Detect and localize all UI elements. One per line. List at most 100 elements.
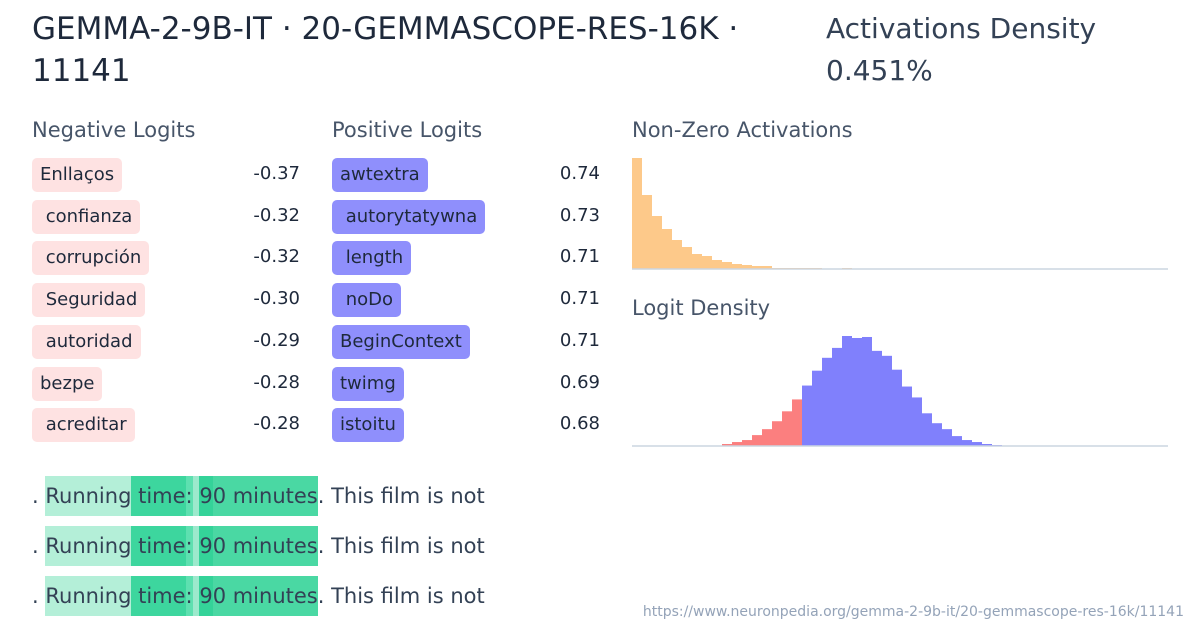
histogram-bar <box>922 413 932 446</box>
histogram-bar <box>892 369 902 446</box>
histogram-bar <box>772 421 782 446</box>
histogram-bar <box>652 216 662 269</box>
activations-histogram <box>632 158 1168 270</box>
example-token: . This film is not <box>317 534 485 558</box>
negative-logit-row: Enllaços <box>32 158 123 192</box>
example-token: 0 minutes <box>212 476 318 516</box>
token-chip: twimg <box>332 366 404 401</box>
token-chip: awtextra <box>332 158 428 192</box>
histogram-bar <box>762 266 772 269</box>
histogram-bar <box>782 411 792 446</box>
histogram-bar <box>842 336 852 446</box>
logit-value: -0.28 <box>253 413 300 435</box>
histogram-bar <box>632 158 642 269</box>
positive-logit-row: noDo <box>332 283 402 318</box>
logit-value: -0.37 <box>253 163 300 184</box>
logit-value: -0.28 <box>253 371 300 393</box>
logit-density-heading: Logit Density <box>632 296 771 320</box>
histogram-bar <box>972 442 982 446</box>
footer-url[interactable]: https://www.neuronpedia.org/gemma-2-9b-i… <box>642 604 1184 620</box>
logit-value: 0.73 <box>559 204 600 226</box>
positive-logit-row: twimg <box>332 366 404 401</box>
example-token: 9 <box>199 526 213 566</box>
example-token <box>192 576 200 616</box>
histogram-bar <box>872 350 882 446</box>
histogram-bar <box>672 240 682 269</box>
example-token: Running <box>45 476 132 516</box>
histogram-bar <box>952 436 962 446</box>
positive-logit-row: awtextra <box>332 158 428 192</box>
token-chip: corrupción <box>32 241 150 276</box>
logit-value: -0.32 <box>253 246 300 268</box>
histogram-bar <box>912 397 922 446</box>
token-chip: Seguridad <box>32 283 146 318</box>
histogram-bar <box>742 440 752 446</box>
logit-value: 0.71 <box>559 246 600 268</box>
example-token: : <box>185 576 193 616</box>
density-label: Activations Density <box>826 12 1097 45</box>
histogram-bar <box>692 254 702 269</box>
histogram-bar <box>732 442 742 446</box>
histogram-bar <box>982 444 992 446</box>
logit-value: 0.71 <box>559 288 600 310</box>
example-token: Running <box>45 526 132 566</box>
histogram-bar <box>812 370 822 446</box>
negative-logit-row: autoridad <box>32 324 141 359</box>
example-token: . <box>32 484 46 508</box>
histogram-bar <box>682 247 692 269</box>
logit-value: 0.68 <box>559 413 600 435</box>
histogram-bar <box>962 440 972 446</box>
histogram-bar <box>942 429 952 446</box>
histogram-bar <box>722 262 732 269</box>
logit-value: -0.32 <box>253 204 300 226</box>
activations-heading: Non-Zero Activations <box>632 118 853 142</box>
negative-logit-row: confianza <box>32 199 141 234</box>
example-token: . This film is not <box>317 584 485 608</box>
negative-logit-row: acreditar <box>32 408 135 443</box>
histogram-bar <box>882 355 892 446</box>
example-token: 9 <box>199 576 213 616</box>
negative-logits-heading: Negative Logits <box>32 118 196 142</box>
histogram-bar <box>762 429 772 446</box>
histogram-bar <box>722 444 732 446</box>
positive-logits-heading: Positive Logits <box>332 118 483 142</box>
positive-logit-row: length <box>332 241 412 276</box>
histogram-bar <box>712 260 722 269</box>
example-token: : <box>185 526 193 566</box>
logit-value: 0.69 <box>559 371 600 393</box>
logit-density-histogram <box>632 336 1168 447</box>
example-token: time <box>131 476 186 516</box>
example-token: 9 <box>199 476 213 516</box>
example-token: . This film is not <box>317 484 485 508</box>
token-chip: acreditar <box>32 408 135 443</box>
example-token: . <box>32 584 46 608</box>
histogram-bar <box>752 266 762 269</box>
histogram-bar <box>662 229 672 269</box>
example-token: 0 minutes <box>212 576 318 616</box>
histogram-bar <box>822 357 832 446</box>
histogram-bar <box>642 195 652 269</box>
example-token <box>192 526 200 566</box>
logit-value: -0.29 <box>253 329 300 351</box>
negative-logit-row: bezpe <box>32 366 103 401</box>
example-token: 0 minutes <box>212 526 318 566</box>
example-token: . <box>32 534 46 558</box>
page-title: GEMMA-2-9B-IT · 20-GEMMASCOPE-RES-16K · … <box>32 11 739 89</box>
histogram-bar <box>932 423 942 446</box>
histogram-bar <box>742 265 752 269</box>
histogram-bar <box>852 337 862 446</box>
token-chip: BeginContext <box>332 324 470 359</box>
histogram-bar <box>802 385 812 446</box>
density-value: 0.451% <box>826 54 933 87</box>
example-token: : <box>185 476 193 516</box>
token-chip: length <box>332 241 412 276</box>
token-chip: noDo <box>332 283 402 318</box>
positive-logit-row: autorytatywna <box>332 199 486 234</box>
positive-logit-row: istoitu <box>332 408 404 443</box>
token-chip: bezpe <box>32 366 103 401</box>
token-chip: Enllaços <box>32 158 123 192</box>
histogram-bar <box>792 399 802 446</box>
